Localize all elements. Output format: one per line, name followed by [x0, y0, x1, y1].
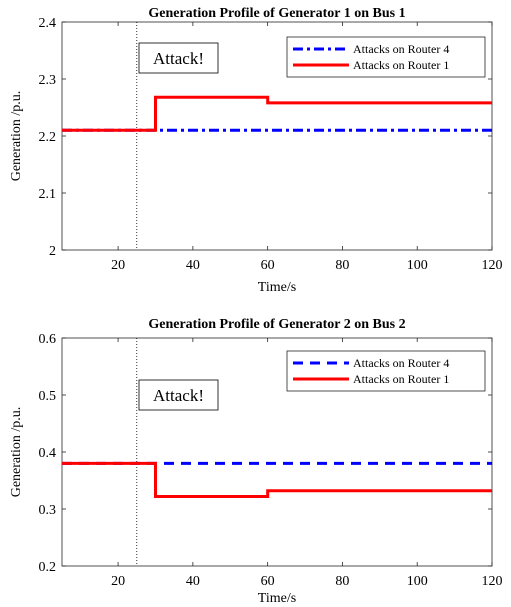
x-tick-label: 20	[111, 574, 125, 589]
y-tick-label: 0.2	[39, 560, 57, 575]
y-axis-label: Generation /p.u.	[9, 407, 24, 498]
annotation-box	[138, 379, 219, 411]
x-tick-label: 20	[111, 258, 125, 273]
x-tick-label: 60	[261, 258, 275, 273]
x-axis-label: Time/s	[258, 280, 296, 295]
chart-panel-2: Generation Profile of Generator 2 on Bus…	[9, 317, 503, 606]
y-tick-label: 2.4	[39, 16, 57, 31]
x-tick-label: 120	[482, 258, 503, 273]
legend-box	[286, 36, 486, 78]
legend-box	[286, 350, 486, 392]
y-tick-label: 2.3	[39, 73, 57, 88]
x-axis-label: Time/s	[258, 591, 296, 606]
annotation-box	[138, 42, 219, 74]
chart-title: Generation Profile of Generator 1 on Bus…	[148, 6, 405, 21]
y-tick-label: 2.1	[39, 187, 57, 202]
x-tick-label: 60	[261, 574, 275, 589]
chart-title: Generation Profile of Generator 2 on Bus…	[148, 317, 405, 332]
series-line-2	[62, 461, 492, 498]
legend-label: Attacks on Router 4	[353, 42, 449, 56]
annotation-text: Attack!	[153, 386, 204, 405]
chart-panels: Generation Profile of Generator 1 on Bus…	[9, 6, 503, 606]
y-tick-label: 0.6	[39, 332, 57, 347]
chart-panel-1: Generation Profile of Generator 1 on Bus…	[9, 6, 503, 295]
x-tick-label: 120	[482, 574, 503, 589]
legend-label: Attacks on Router 1	[353, 372, 449, 386]
x-tick-label: 100	[407, 574, 428, 589]
y-tick-label: 0.5	[39, 389, 57, 404]
x-tick-label: 100	[407, 258, 428, 273]
y-axis-label: Generation /p.u.	[9, 91, 24, 182]
y-tick-label: 0.3	[39, 503, 57, 518]
x-tick-label: 80	[335, 258, 349, 273]
series-line-2	[62, 95, 492, 132]
y-tick-label: 2.2	[39, 130, 57, 145]
x-tick-label: 80	[335, 574, 349, 589]
annotation-text: Attack!	[153, 49, 204, 68]
x-tick-label: 40	[186, 574, 200, 589]
x-tick-label: 40	[186, 258, 200, 273]
legend-label: Attacks on Router 4	[353, 356, 449, 370]
y-tick-label: 2	[49, 244, 56, 259]
y-tick-label: 0.4	[39, 446, 57, 461]
legend-label: Attacks on Router 1	[353, 58, 449, 72]
